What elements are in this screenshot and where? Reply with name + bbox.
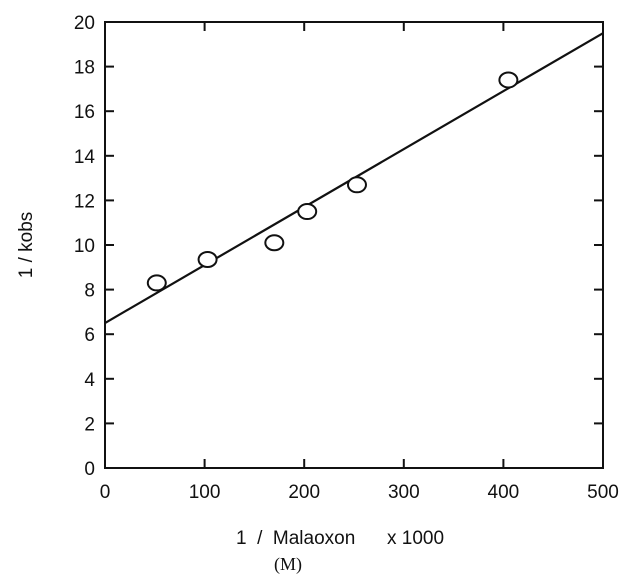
- x-tick-label: 400: [488, 482, 520, 503]
- data-point: [297, 203, 318, 221]
- x-axis-title: 1 / Malaoxon x 1000: [236, 528, 444, 549]
- labels-layer: 0 100 200 300 400 500 0 2 4 6 8 10 12 14 16 18 20: [74, 13, 619, 503]
- y-tick-label: 0: [84, 459, 95, 480]
- data-point: [264, 234, 285, 252]
- y-tick-label: 18: [74, 58, 95, 79]
- data-point: [346, 176, 367, 194]
- y-tick-label: 6: [84, 325, 95, 346]
- x-tick-label: 0: [100, 482, 111, 503]
- plot-frame: [104, 21, 604, 469]
- y-tick-label: 16: [74, 102, 95, 123]
- x-tick-label: 200: [288, 482, 320, 503]
- ticks-layer: [104, 21, 604, 469]
- y-axis-title: 1 / kobs: [16, 212, 37, 279]
- points-layer: [146, 71, 519, 292]
- data-point: [498, 71, 519, 89]
- x-tick-label: 100: [189, 482, 221, 503]
- x-tick-label: 300: [388, 482, 420, 503]
- y-tick-label: 4: [84, 370, 95, 391]
- y-tick-label: 14: [74, 147, 96, 168]
- y-tick-label: 2: [84, 414, 95, 435]
- x-tick-label: 500: [587, 482, 619, 503]
- y-tick-label: 20: [74, 13, 95, 34]
- data-point: [146, 274, 167, 292]
- y-tick-label: 8: [84, 281, 95, 302]
- data-point: [197, 250, 218, 268]
- y-tick-label: 10: [74, 236, 95, 257]
- x-axis-unit: (M): [274, 554, 302, 575]
- y-tick-label: 12: [74, 191, 95, 212]
